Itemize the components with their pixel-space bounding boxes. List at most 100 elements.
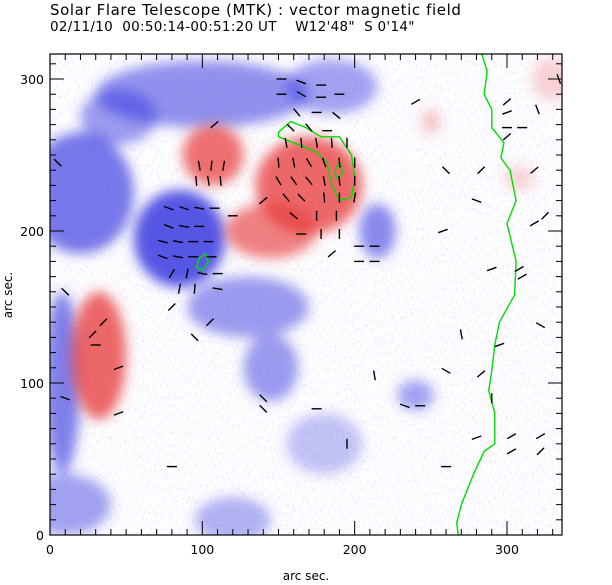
field-vector: [259, 404, 268, 413]
field-vector: [212, 287, 223, 291]
x-tick-label: 200: [343, 542, 367, 557]
field-vector: [471, 198, 482, 203]
field-vector: [535, 322, 546, 329]
y-tick-label: 300: [20, 72, 44, 87]
position-ew: W12'48": [295, 19, 355, 35]
field-vector: [193, 283, 196, 294]
field-vector: [372, 370, 376, 381]
field-vector: [61, 287, 70, 296]
field-vector: [506, 448, 517, 455]
field-vector: [99, 318, 108, 327]
x-tick-label: 100: [190, 542, 214, 557]
chart-subtitle: 02/11/10 00:50:14-00:51:20 UT W12'48" S …: [50, 19, 415, 35]
plot-frame: [49, 53, 563, 536]
positive-field-region: [225, 203, 317, 259]
field-vector: [322, 175, 326, 186]
field-vector: [177, 283, 181, 294]
field-vector: [506, 433, 517, 440]
field-vector: [167, 303, 176, 311]
x-tick-label: 300: [495, 542, 519, 557]
field-vector: [471, 435, 482, 441]
field-vector: [258, 196, 268, 205]
positive-field-region: [71, 291, 127, 420]
observation-time-range: 00:50:14-00:51:20 UT: [122, 19, 277, 35]
field-vector: [296, 79, 307, 85]
field-vector: [535, 433, 546, 440]
positive-field-region: [421, 109, 440, 134]
field-vector: [502, 98, 512, 106]
field-vector: [157, 254, 168, 260]
negative-field-region: [50, 132, 134, 254]
field-vector: [190, 333, 199, 342]
field-vector: [486, 266, 497, 272]
field-vector: [282, 193, 290, 202]
negative-field-region: [286, 59, 378, 114]
field-vector: [517, 273, 527, 280]
negative-field-region: [50, 474, 111, 535]
field-vector: [297, 193, 306, 202]
field-contour: [334, 161, 344, 181]
positive-field-region: [182, 124, 244, 186]
field-vector: [502, 132, 512, 141]
field-vector: [88, 330, 97, 339]
field-vector: [323, 192, 326, 203]
field-vector: [53, 158, 62, 167]
field-vector: [476, 370, 486, 378]
field-vector: [441, 367, 451, 374]
observation-date: 02/11/10: [50, 19, 114, 35]
field-vector: [399, 403, 410, 409]
field-vector: [275, 176, 282, 186]
field-vector: [502, 110, 512, 115]
field-vector: [332, 111, 341, 120]
field-vector: [315, 137, 319, 148]
field-vector: [530, 166, 539, 174]
negative-field-region: [286, 413, 363, 475]
field-vector: [338, 175, 341, 186]
field-vector: [321, 157, 327, 168]
field-vector: [157, 239, 168, 244]
position-ns: S 0'14": [364, 19, 415, 35]
y-tick-label: 0: [36, 528, 44, 543]
negative-field-region: [194, 497, 271, 535]
x-tick-label: 0: [46, 542, 54, 557]
field-vector: [259, 394, 268, 403]
field-vector: [205, 318, 214, 327]
field-vector: [305, 157, 313, 168]
field-vector: [459, 329, 463, 340]
negative-field-region: [187, 276, 309, 338]
field-vector: [206, 175, 210, 186]
field-vector: [179, 205, 189, 211]
field-vector: [541, 211, 550, 220]
field-vector: [113, 365, 124, 371]
field-vector: [305, 123, 313, 132]
field-vector: [535, 104, 540, 115]
field-vector: [353, 192, 357, 203]
field-vector: [327, 250, 337, 258]
field-vector: [197, 160, 201, 171]
field-vector: [210, 120, 219, 129]
field-vector: [494, 342, 505, 348]
field-vector: [185, 268, 189, 279]
positive-field-region: [531, 57, 562, 101]
field-vector: [168, 268, 176, 279]
field-vector: [163, 224, 174, 229]
field-vector: [438, 228, 448, 234]
field-vector: [330, 137, 333, 148]
field-vector: [300, 137, 303, 148]
negative-field-region: [133, 189, 226, 288]
field-vector: [219, 175, 222, 186]
field-vector: [442, 166, 451, 175]
negative-field-region: [397, 379, 434, 411]
y-tick-label: 200: [20, 224, 44, 239]
field-vector: [195, 175, 198, 186]
field-vector: [172, 240, 184, 244]
negative-field-region: [243, 334, 299, 402]
field-vector: [514, 265, 524, 273]
x-axis-label: arc sec.: [283, 569, 329, 583]
field-vector: [477, 166, 486, 175]
field-vector: [289, 212, 299, 220]
negative-field-region: [359, 203, 396, 259]
field-vector: [284, 137, 288, 148]
field-vector: [210, 160, 213, 171]
limb-contour-line: [455, 54, 517, 535]
